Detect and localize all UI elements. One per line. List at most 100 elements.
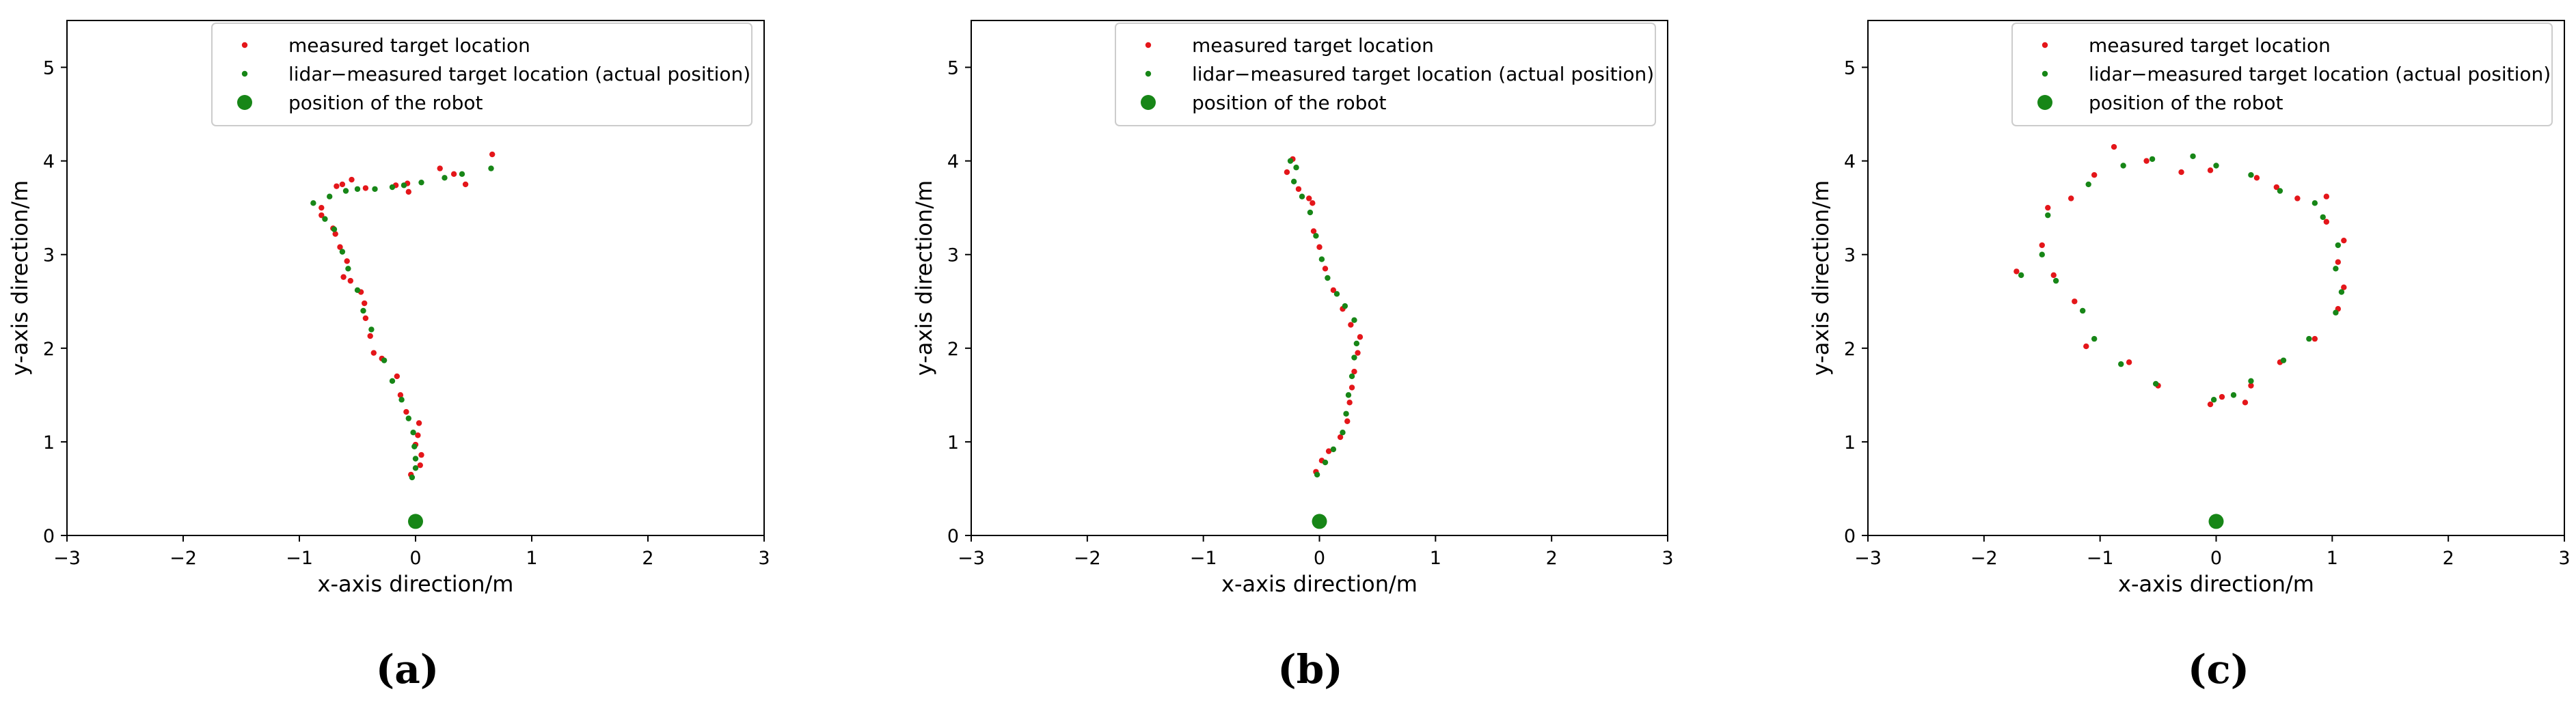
y-axis-label: y-axis direction/m [7,180,33,376]
measured-point [2341,284,2347,290]
lidar-point [2277,188,2283,194]
lidar-point [1340,430,1346,436]
lidar-point [1330,446,1337,453]
lidar-point [2152,380,2159,387]
measured-point [2311,335,2318,342]
measured-point [437,165,443,171]
lidar-point [327,193,333,199]
lidar-point [1314,471,1320,478]
measured-point [2068,195,2074,201]
lidar-point [389,184,396,191]
y-tick-label: 0 [1844,526,1856,547]
lidar-point [2338,289,2345,295]
x-tick-label: −1 [2087,548,2114,569]
panel-caption: (b) [1277,646,1342,693]
x-tick-label: 2 [1546,548,1558,569]
measured-point [340,274,347,280]
x-tick-label: −2 [1970,548,1998,569]
lidar-point [1351,354,1357,361]
x-axis-label: x-axis direction/m [318,571,514,597]
lidar-point [2118,361,2124,367]
measured-point [2050,272,2057,279]
lidar-point [1299,193,1305,199]
measured-point [1310,200,1316,206]
measured-point [403,408,409,415]
chart-panel-1: −3 −2 −1 0 1 2 3 0 1 2 3 4 5 x-axis direction/m y-axis… [911,20,1674,693]
lidar-point [1307,209,1314,216]
measured-point [2341,237,2347,244]
lidar-point [2311,200,2318,206]
measured-point [2253,175,2260,181]
chart-panel-2: −3 −2 −1 0 1 2 3 0 1 2 3 4 5 x-axis direction/m y-axis… [1808,20,2571,693]
measured-point [362,300,368,307]
lidar-point [360,307,366,314]
lidar-point [2248,378,2254,384]
x-tick-label: −1 [1190,548,1217,569]
legend-marker-measured [1145,42,1152,48]
measured-point [2294,195,2301,201]
lidar-point [2213,163,2219,169]
lidar-point [381,357,388,363]
lidar-point [322,216,328,222]
lidar-point [2120,163,2126,169]
lidar-point [2248,172,2254,178]
lidar-point [401,182,407,189]
legend-box [1115,23,1656,126]
measured-point [397,392,404,398]
measured-point [489,151,496,158]
y-tick-label: 2 [947,339,959,360]
x-axis-label: x-axis direction/m [1221,571,1418,597]
y-tick-label: 3 [1844,245,1856,266]
y-tick-label: 2 [43,339,55,360]
y-tick-label: 1 [1844,432,1856,454]
y-tick-label: 4 [947,152,959,173]
measured-point [2126,359,2132,365]
lidar-point [2190,153,2196,159]
measured-point [1348,322,1354,328]
legend-marker-measured [2042,42,2048,48]
legend-label-measured: measured target location [1192,34,1434,57]
lidar-point [1348,373,1355,380]
x-axis-label: x-axis direction/m [2118,571,2314,597]
legend-box [211,23,753,126]
legend-marker-lidar [2042,70,2048,77]
x-tick-label: 2 [2443,548,2454,569]
lidar-point [2079,307,2086,314]
lidar-point [488,165,494,171]
measured-point [1348,385,1355,391]
lidar-point [2230,392,2237,398]
measured-point [2242,400,2249,406]
lidar-point [410,430,416,436]
y-tick-label: 4 [1844,152,1856,173]
legend-label-robot: position of the robot [2089,92,2283,114]
measured-point [1330,287,1337,294]
measured-point [1295,186,1302,192]
lidar-point [354,186,361,192]
legend-label-lidar: lidar−measured target location (actual p… [2089,63,2551,85]
lidar-point [2045,212,2051,219]
measured-point [1351,368,1357,375]
x-tick-label: 1 [1430,548,1441,569]
legend-label-measured: measured target location [2089,34,2331,57]
legend-marker-robot [237,95,252,110]
legend-label-lidar: lidar−measured target location (actual p… [1192,63,1654,85]
lidar-point [2333,266,2339,272]
measured-point [367,333,373,339]
x-tick-label: 1 [526,548,537,569]
legend-marker-robot [1141,95,1156,110]
lidar-point [2280,357,2287,363]
measured-point [318,212,325,219]
y-tick-label: 1 [43,432,55,454]
lidar-point [1313,233,1319,239]
lidar-point [2335,242,2342,249]
legend-marker-measured [241,42,248,48]
lidar-point [1290,178,1297,184]
y-tick-label: 0 [947,526,959,547]
measured-point [337,244,343,250]
lidar-point [368,326,375,333]
lidar-point [442,175,448,181]
y-axis-label: y-axis direction/m [1808,180,1834,376]
y-tick-label: 3 [947,245,959,266]
measured-point [415,432,421,438]
